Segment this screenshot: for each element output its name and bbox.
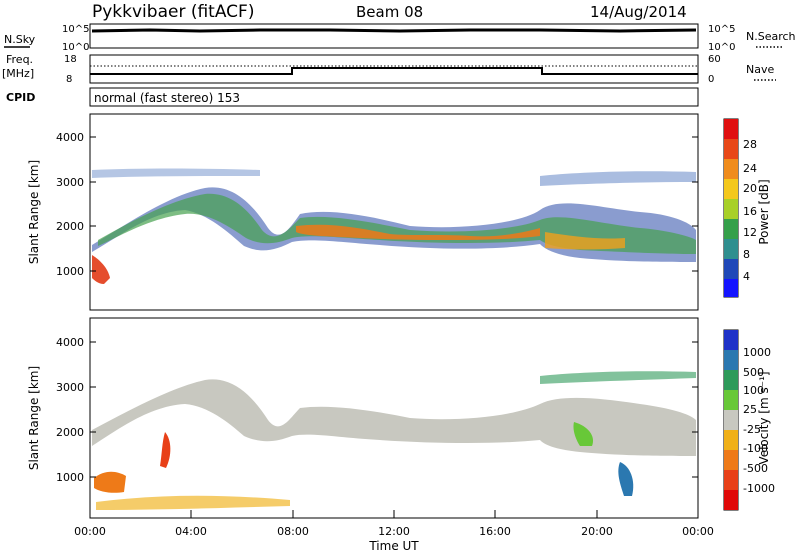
station-title: Pykkvibaer (fitACF) [92, 2, 254, 22]
cpid-label: CPID [6, 91, 35, 104]
power-ytick-2000: 2000 [56, 220, 84, 233]
power-cbar-tick-28: 28 [743, 138, 757, 151]
noise-right-tick-top: 10^5 [708, 24, 735, 35]
nave-label: Nave [746, 63, 774, 76]
x-tick-1600: 16:00 [479, 525, 511, 538]
radar-summary-figure: Pykkvibaer (fitACF) Beam 08 14/Aug/2014 … [0, 0, 800, 554]
power-cbar-tick-16: 16 [743, 205, 757, 218]
x-tick-2000: 20:00 [581, 525, 613, 538]
velocity-cbar-tick-1000: 1000 [743, 346, 771, 359]
frequency-trace [90, 68, 698, 74]
power-ytick-4000: 4000 [56, 131, 84, 144]
date-label: 14/Aug/2014 [590, 3, 687, 21]
x-tick-2400: 00:00 [682, 525, 714, 538]
noise-left-tick-bottom: 10^0 [62, 42, 89, 53]
freq-right-tick-top: 60 [708, 54, 721, 65]
power-colorbar [724, 119, 738, 297]
noise-left-tick-top: 10^5 [62, 24, 89, 35]
cpid-text: normal (fast stereo) 153 [94, 91, 240, 105]
power-cbar-tick-24: 24 [743, 162, 757, 175]
freq-right-tick-bottom: 0 [708, 74, 714, 85]
noise-panel [90, 24, 698, 48]
power-cbar-label: Power [dB] [757, 179, 771, 244]
power-ytick-1000: 1000 [56, 265, 84, 278]
velocity-ytick-1000: 1000 [56, 471, 84, 484]
x-tick-0000: 00:00 [74, 525, 106, 538]
noise-sky-trace [92, 30, 696, 31]
x-tick-1200: 12:00 [378, 525, 410, 538]
power-ytick-3000: 3000 [56, 176, 84, 189]
velocity-echo-near-neg [94, 472, 126, 493]
freq-left-tick-top: 18 [64, 54, 77, 65]
power-cbar-tick-8: 8 [743, 248, 750, 261]
x-tick-0400: 04:00 [175, 525, 207, 538]
velocity-cbar-tick-neg1000: -1000 [743, 482, 775, 495]
velocity-ytick-4000: 4000 [56, 336, 84, 349]
x-tick-0800: 08:00 [277, 525, 309, 538]
freq-left-label-1: Freq. [6, 53, 33, 66]
velocity-cbar-label: Velocity [m s⁻¹] [757, 371, 771, 464]
noise-right-tick-bottom: 10^0 [708, 42, 735, 53]
power-cbar-tick-20: 20 [743, 182, 757, 195]
x-axis-label: Time UT [368, 539, 419, 553]
beam-label: Beam 08 [356, 3, 423, 21]
velocity-ytick-3000: 3000 [56, 381, 84, 394]
noise-right-label: N.Search [746, 30, 796, 43]
freq-left-tick-bottom: 8 [66, 74, 72, 85]
noise-left-label: N.Sky [4, 33, 36, 46]
velocity-colorbar [724, 330, 738, 510]
power-cbar-tick-12: 12 [743, 226, 757, 239]
power-cbar-tick-4: 4 [743, 270, 750, 283]
freq-left-label-2: [MHz] [2, 67, 34, 80]
power-ylabel: Slant Range [km] [27, 160, 41, 264]
velocity-ytick-2000: 2000 [56, 426, 84, 439]
velocity-ylabel: Slant Range [km] [27, 366, 41, 470]
velocity-cbar-tick-25: 25 [743, 403, 757, 416]
